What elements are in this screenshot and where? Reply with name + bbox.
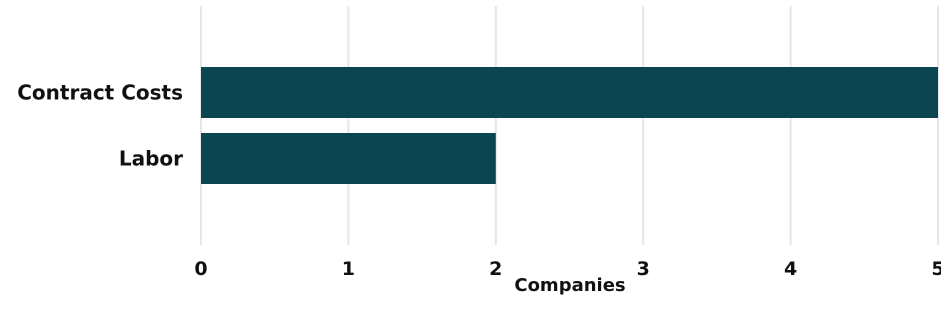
bars [201, 67, 938, 184]
bar [201, 133, 496, 184]
category-labels: Contract Costs Labor [17, 81, 183, 171]
x-tick-label: 4 [784, 258, 797, 280]
x-tick-label: 1 [342, 258, 355, 280]
x-tick-label: 0 [194, 258, 207, 280]
x-tick-label: 2 [489, 258, 502, 280]
x-tick-labels: 0 1 2 3 4 5 [194, 258, 941, 280]
x-tick-label: 3 [637, 258, 650, 280]
category-label: Contract Costs [17, 81, 183, 105]
x-tick-label: 5 [931, 258, 941, 280]
x-axis-title: Companies [514, 275, 625, 296]
gridlines [200, 6, 939, 245]
bar [201, 67, 938, 118]
category-label: Labor [119, 147, 183, 171]
